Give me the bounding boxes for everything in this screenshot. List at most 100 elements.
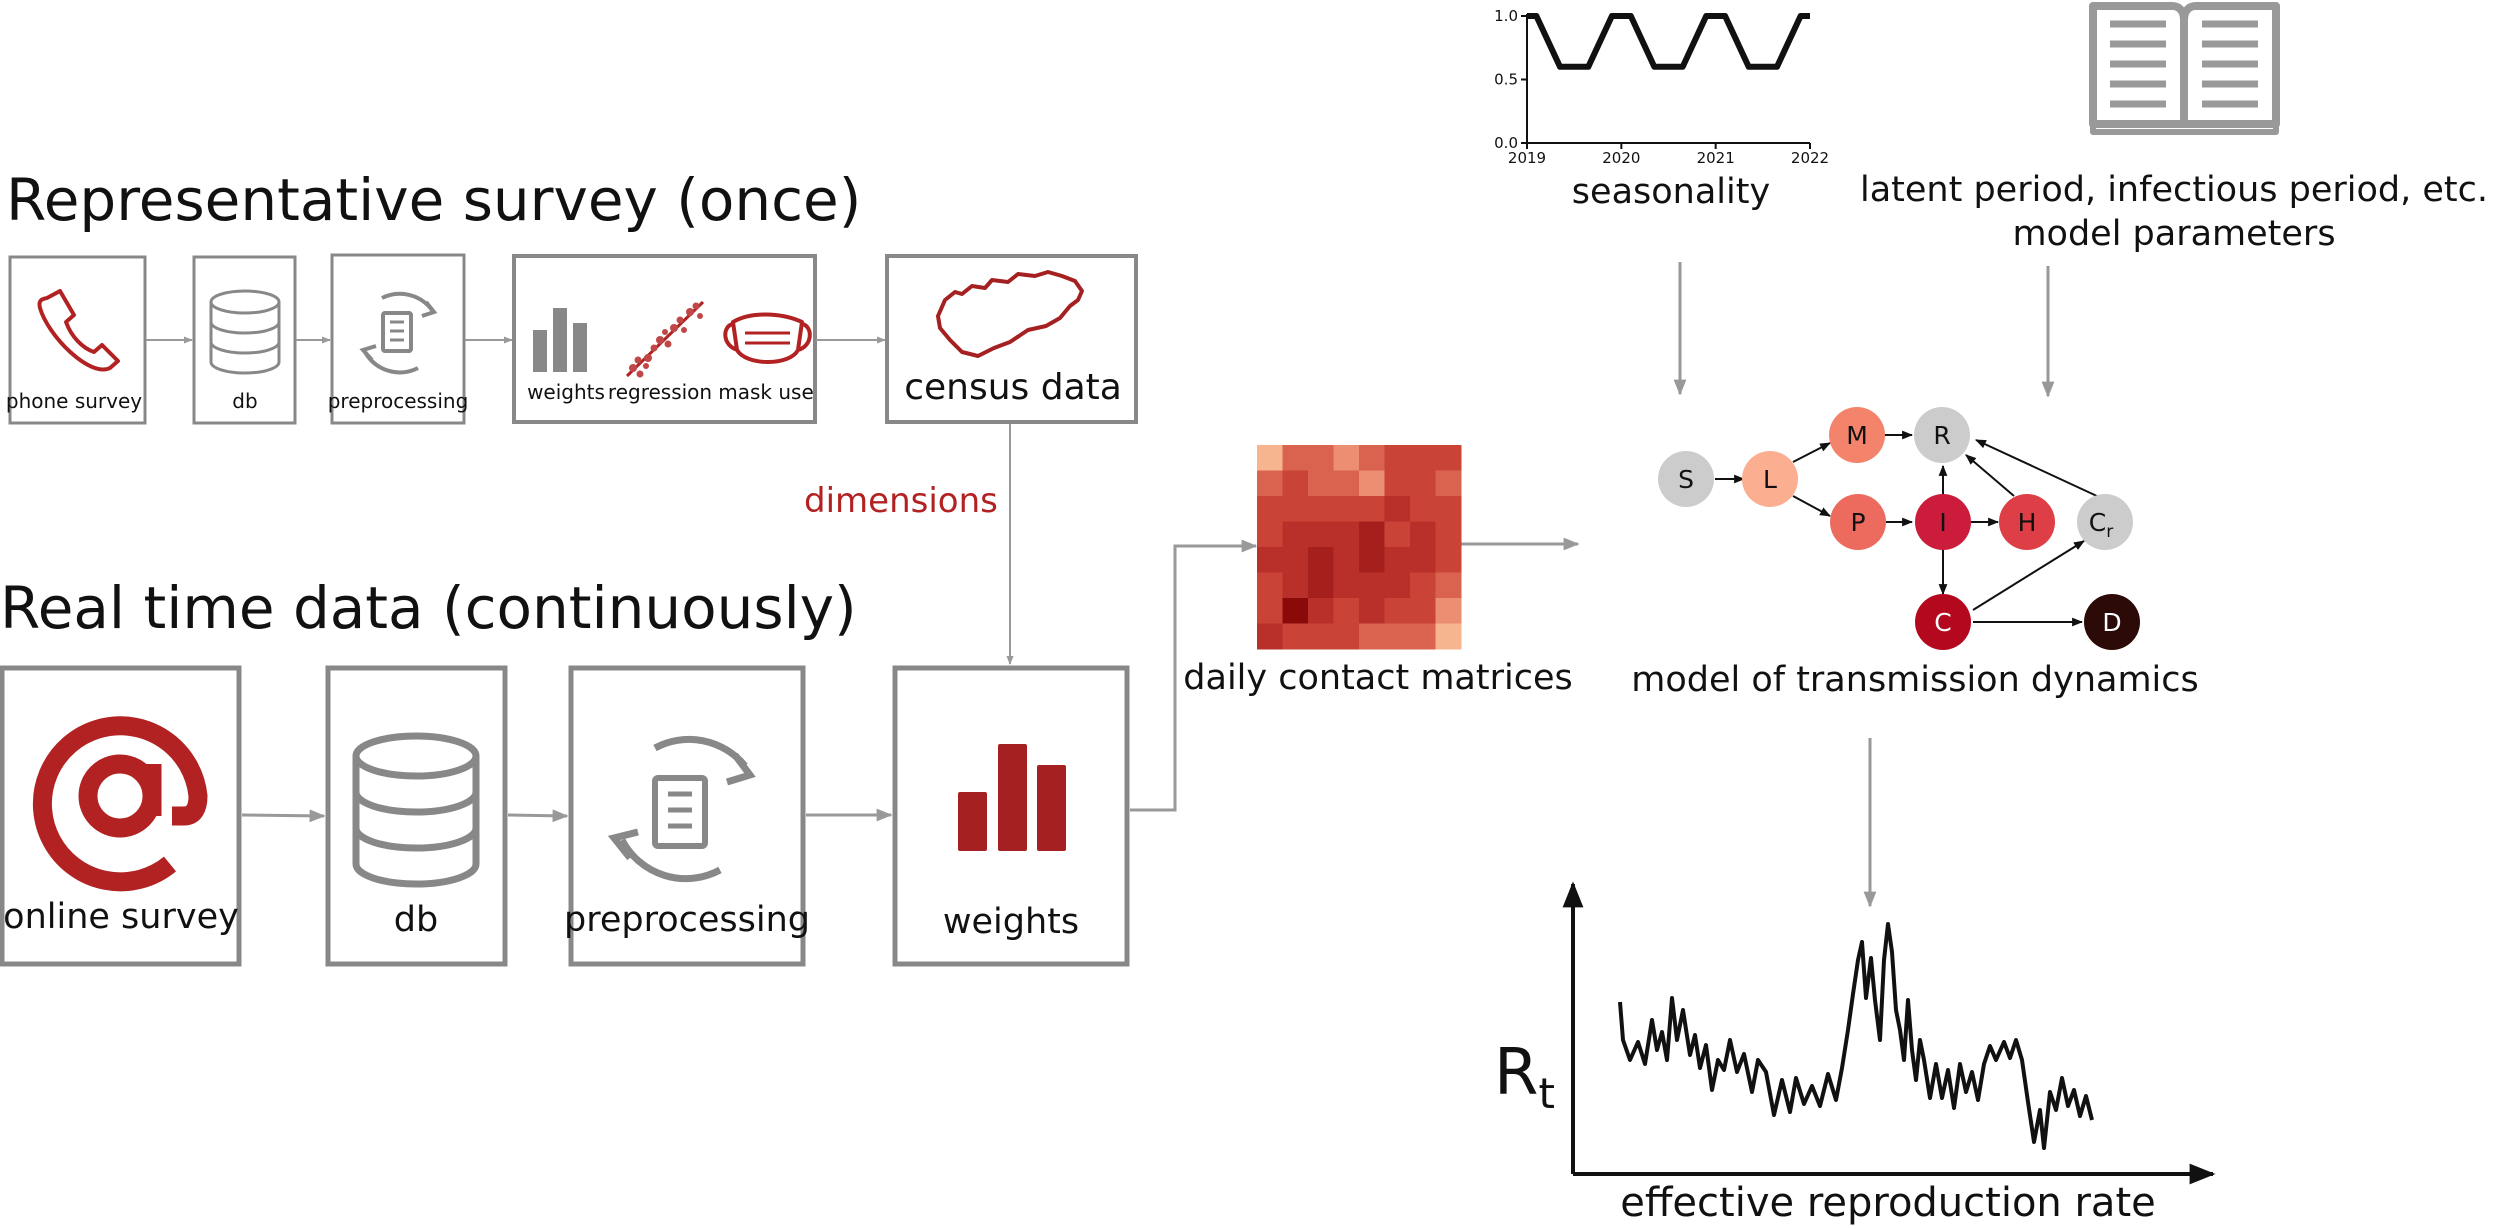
rt-series-line: [1618, 922, 2094, 1150]
db-box-top: [192, 255, 297, 425]
heatmap-cell: [1257, 572, 1283, 599]
heatmap-cell: [1333, 470, 1360, 497]
heatmap-cell: [1282, 598, 1309, 624]
dimensions-label: dimensions: [804, 481, 998, 521]
node-d: [2084, 594, 2140, 650]
online-survey-box: [0, 665, 242, 967]
heatmap-cell: [1308, 470, 1334, 497]
heatmap-cell: [1435, 521, 1462, 548]
daily-contact-matrices-label: daily contact matrices: [1183, 658, 1573, 698]
db-box-bottom: [325, 665, 508, 967]
node-p: [1830, 494, 1886, 550]
heatmap-cell: [1308, 623, 1334, 650]
heatmap-cell: [1333, 598, 1360, 624]
heatmap-cell: [1359, 470, 1385, 497]
heatmap-cell: [1359, 521, 1385, 548]
arrow-db-preproc-bottom: [507, 809, 569, 823]
heatmap-cell: [1384, 598, 1411, 624]
phone-survey-label: phone survey: [5, 389, 143, 413]
heatmap-cell: [1257, 496, 1283, 522]
node-cr: [2077, 494, 2133, 550]
heatmap-cell: [1308, 598, 1334, 624]
heatmap-cell: [1384, 521, 1411, 548]
heatmap-cell: [1308, 445, 1334, 471]
heatmap-cell: [1384, 496, 1411, 522]
phone-icon: [37, 289, 120, 372]
node-p-label: P: [1850, 508, 1865, 537]
heatmap-cell: [1282, 445, 1309, 471]
node-r-label: R: [1933, 421, 1950, 450]
weights-regression-mask-box: [512, 254, 817, 424]
seasonality-line: [1527, 13, 1810, 70]
heatmap-cell: [1435, 445, 1462, 471]
node-d-label: D: [2102, 608, 2121, 637]
census-data-label: census data: [904, 367, 1122, 408]
heatmap-cell: [1257, 623, 1283, 650]
heatmap-cell: [1308, 572, 1334, 599]
heatmap-cell: [1410, 521, 1436, 548]
heatmap-cell: [1410, 547, 1436, 573]
rt-symbol-subscript: t: [1538, 1069, 1555, 1118]
heatmap-cell: [1282, 496, 1309, 522]
heatmap-cell: [1257, 521, 1283, 548]
model-label: model of transmission dynamics: [1631, 660, 2199, 700]
bar-chart-icon-top: [533, 308, 587, 372]
rt-xlabel: effective reproduction rate: [1620, 1180, 2156, 1226]
heatmap-cell: [1308, 547, 1334, 573]
heatmap-cell: [1410, 470, 1436, 497]
heatmap-cell: [1359, 496, 1385, 522]
node-i-label: I: [1939, 508, 1946, 537]
weights-label-bottom: weights: [942, 902, 1080, 942]
regression-icon: [625, 300, 705, 378]
heatmap-cell: [1410, 623, 1436, 650]
regression-label: regression: [607, 380, 713, 404]
heatmap-cell: [1333, 547, 1360, 573]
heatmap-cell: [1435, 572, 1462, 599]
arrow-weights-to-matrix: [1130, 539, 1258, 812]
mask-use-label: mask use: [718, 380, 814, 404]
contact-matrix-heatmap: [1257, 445, 1462, 650]
at-sign-icon: [32, 716, 208, 892]
census-box: [885, 254, 1138, 424]
weights-label-top: weights: [527, 380, 605, 404]
model-edges: [1715, 430, 2113, 627]
heatmap-cell: [1435, 470, 1462, 497]
rt-symbol-main: R: [1494, 1036, 1539, 1110]
heatmap-cell: [1435, 623, 1462, 650]
node-m: [1829, 407, 1885, 463]
realtime-data-title: Real time data (continuously): [0, 574, 857, 642]
heatmap-cell: [1435, 496, 1462, 522]
params-line1: latent period, infectious period, etc.: [1860, 170, 2488, 210]
heatmap-cell: [1359, 445, 1385, 471]
heatmap-cell: [1435, 598, 1462, 624]
heatmap-cell: [1282, 521, 1309, 548]
hungary-map-icon: [936, 270, 1084, 358]
heatmap-cell: [1359, 598, 1385, 624]
seasonality-y-tick-label: 0.0: [1494, 134, 1518, 152]
heatmap-cell: [1359, 572, 1385, 599]
heatmap-cell: [1410, 445, 1436, 471]
node-label-subscript: r: [2106, 522, 2113, 542]
seasonality-y-tick-label: 1.0: [1494, 7, 1518, 25]
mask-icon: [723, 312, 812, 364]
book-icon: [2089, 2, 2280, 135]
node-h-label: H: [2018, 508, 2037, 537]
heatmap-cell: [1435, 547, 1462, 573]
phone-survey-box: [8, 255, 147, 425]
arrow-online-db: [241, 809, 326, 823]
heatmap-cell: [1333, 521, 1360, 548]
heatmap-cell: [1308, 521, 1334, 548]
preprocessing-label-bottom: preprocessing: [564, 900, 810, 940]
heatmap-cell: [1384, 572, 1411, 599]
node-r: [1914, 407, 1970, 463]
seasonality-x-tick-label: 2021: [1697, 149, 1735, 167]
heatmap-cell: [1410, 598, 1436, 624]
seasonality-chart: 0.0 0.5 1.0 2019 2020 2021 2022: [1494, 7, 1829, 167]
database-icon-bottom: [352, 732, 480, 888]
node-h: [1999, 494, 2055, 550]
heatmap-cell: [1333, 572, 1360, 599]
heatmap-cell: [1333, 496, 1360, 522]
rt-chart: [1562, 881, 2216, 1185]
